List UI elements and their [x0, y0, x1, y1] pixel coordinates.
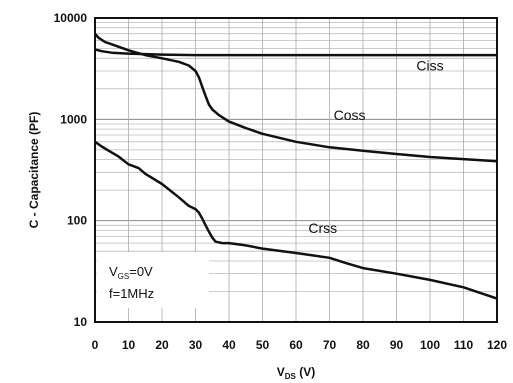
- frequency-condition: f=1MHz: [109, 286, 154, 301]
- vgs-value: =0V: [129, 264, 153, 279]
- series-line-coss: [94, 32, 498, 163]
- test-conditions-box: VGS=0V f=1MHz: [97, 252, 209, 308]
- vgs-main: V: [109, 264, 118, 279]
- x-tick-label: 40: [222, 338, 236, 352]
- y-tick-label: 100: [67, 214, 87, 228]
- y-axis-label: C - Capacitance (PF): [27, 112, 41, 229]
- y-tick-label: 1000: [60, 112, 87, 126]
- grid: [94, 18, 498, 323]
- series-line-ciss: [94, 48, 497, 57]
- x-axis-label-main: V: [277, 365, 285, 379]
- series-lines: Ciss Coss Crss: [94, 32, 498, 300]
- x-axis-label-sub: DS: [285, 372, 297, 381]
- x-tick-label: 90: [390, 338, 404, 352]
- x-axis-label-unit: (V): [296, 365, 315, 379]
- x-tick-label: 0: [92, 338, 99, 352]
- y-tick-label: 10000: [54, 11, 88, 25]
- x-tick-label: 20: [155, 338, 169, 352]
- x-tick-label: 80: [356, 338, 370, 352]
- x-tick-label: 10: [122, 338, 136, 352]
- vgs-condition: VGS=0V: [109, 264, 153, 281]
- series-label-ciss: Ciss: [416, 57, 443, 73]
- x-tick-label: 50: [256, 338, 270, 352]
- vgs-sub: GS: [118, 272, 130, 281]
- x-tick-label: 30: [189, 338, 203, 352]
- x-axis-label: VDS (V): [277, 365, 315, 381]
- x-tick-label: 60: [289, 338, 303, 352]
- x-tick-label: 70: [323, 338, 337, 352]
- x-tick-label: 120: [487, 338, 507, 352]
- plot-frame: [94, 17, 498, 323]
- x-tick-label: 100: [420, 338, 440, 352]
- test-conditions-background: [97, 252, 209, 308]
- x-tick-label: 110: [454, 338, 474, 352]
- series-line-crss: [94, 140, 498, 300]
- y-tick-label: 10: [74, 315, 88, 329]
- series-label-coss: Coss: [334, 107, 366, 123]
- tick-labels: 10 100 1000 10000 0 10 20 30 40 50 60 70 80 90 100 110 1…: [54, 11, 508, 352]
- series-label-crss: Crss: [308, 220, 337, 236]
